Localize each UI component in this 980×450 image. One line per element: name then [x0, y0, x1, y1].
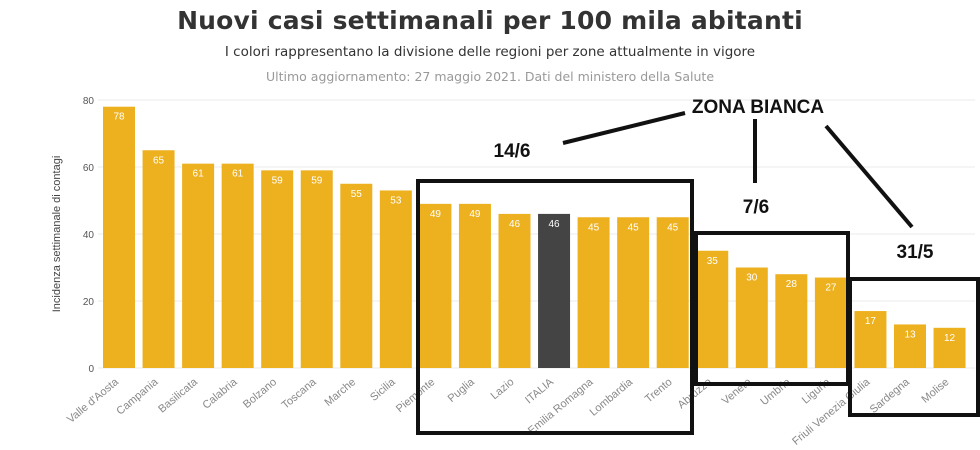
bar — [498, 213, 531, 368]
bar — [379, 190, 412, 368]
bar — [261, 170, 294, 368]
bar-value-label: 53 — [390, 195, 402, 206]
bar — [696, 250, 729, 368]
bar — [775, 274, 808, 368]
annotations: ZONA BIANCA 14/6 7/6 31/5 — [416, 97, 980, 435]
bar-value-label: 12 — [944, 333, 956, 344]
bar-value-label: 46 — [509, 219, 521, 230]
annotation-label-31-5: 31/5 — [897, 242, 934, 263]
bar-value-label: 45 — [667, 222, 679, 233]
bar — [894, 324, 926, 368]
bar — [458, 203, 491, 368]
y-tick-label: 0 — [88, 364, 94, 375]
bar-value-label: 27 — [825, 283, 837, 294]
bar-value-label: 35 — [707, 256, 719, 267]
bar-value-label: 45 — [628, 222, 640, 233]
chart-title: Nuovi casi settimanali per 100 mila abit… — [177, 6, 803, 35]
group-box-14-6 — [416, 179, 694, 435]
bar — [182, 163, 215, 368]
x-tick-label: Sicilia — [368, 376, 398, 404]
group-box-31-5 — [848, 277, 980, 417]
x-tick-label: Bolzano — [241, 376, 279, 411]
bar-value-label: 61 — [232, 169, 244, 180]
x-tick-label: Marche — [322, 376, 358, 409]
bar — [142, 150, 175, 368]
x-tick-label: Lazio — [489, 376, 517, 402]
y-tick-label: 60 — [83, 163, 95, 174]
bar-value-label: 49 — [430, 209, 442, 220]
bar — [854, 311, 887, 368]
y-tick-label: 80 — [83, 96, 95, 107]
x-tick-label: Toscana — [280, 376, 320, 412]
x-tick-label: Calabria — [200, 376, 240, 412]
bar-value-label: 49 — [469, 209, 481, 220]
x-tick-label: Lombardia — [588, 376, 636, 419]
bar-value-label: 45 — [588, 222, 600, 233]
x-tick-label: Campania — [114, 376, 161, 418]
annotation-label-7-6: 7/6 — [743, 197, 769, 218]
y-axis-ticks: 0 20 40 60 80 — [83, 96, 95, 375]
bars: 78 65 61 61 59 59 55 53 49 49 46 46 45 45 45 35 30 28 27 17… — [103, 106, 966, 368]
bar-value-label: 61 — [193, 169, 205, 180]
x-tick-label: Sardegna — [868, 376, 913, 416]
bar-value-label: 78 — [113, 112, 125, 123]
bar — [300, 170, 333, 368]
y-tick-label: 20 — [83, 297, 95, 308]
bar-value-label: 65 — [153, 155, 165, 166]
bar — [419, 203, 452, 368]
x-tick-label: Friuli Venezia Giulia — [790, 376, 873, 448]
x-tick-label: ITALIA — [523, 376, 556, 407]
bar-value-label: 46 — [548, 219, 560, 230]
pointer-line-14-6 — [562, 111, 686, 145]
bar — [933, 327, 966, 368]
bar — [221, 163, 254, 368]
x-tick-label: Liguria — [800, 376, 834, 407]
x-tick-label: Valle d'Aosta — [65, 376, 122, 426]
x-tick-label: Piemonte — [394, 376, 437, 415]
chart-subtitle: I colori rappresentano la divisione dell… — [224, 44, 756, 60]
bar — [103, 106, 135, 368]
x-tick-label: Trento — [643, 376, 675, 405]
bar-value-label: 59 — [311, 175, 323, 186]
y-tick-label: 40 — [83, 230, 95, 241]
bar-value-label: 13 — [904, 329, 916, 340]
pointer-line-31-5 — [824, 124, 914, 229]
x-tick-label: Molise — [919, 376, 951, 406]
update-note: Ultimo aggiornamento: 27 maggio 2021. Da… — [265, 69, 715, 84]
bar-value-label: 30 — [746, 273, 758, 284]
bar-value-label: 17 — [865, 316, 877, 327]
bar-value-label: 28 — [786, 279, 798, 290]
bar — [617, 217, 650, 368]
bar — [340, 183, 373, 368]
y-axis-label: Incidenza settimanale di contagi — [51, 156, 63, 313]
x-tick-label: Umbria — [758, 376, 794, 409]
bar — [538, 213, 571, 368]
bar-value-label: 55 — [351, 189, 363, 200]
bar — [577, 217, 610, 368]
annotation-heading: ZONA BIANCA — [692, 97, 825, 118]
bar-value-label: 59 — [272, 175, 284, 186]
bar — [656, 217, 689, 368]
x-tick-label: Puglia — [446, 376, 478, 405]
annotation-label-14-6: 14/6 — [494, 141, 531, 162]
x-tick-label: Basilicata — [156, 376, 200, 416]
bar — [814, 277, 847, 368]
x-tick-label: Veneto — [720, 376, 754, 407]
bar — [735, 267, 768, 368]
